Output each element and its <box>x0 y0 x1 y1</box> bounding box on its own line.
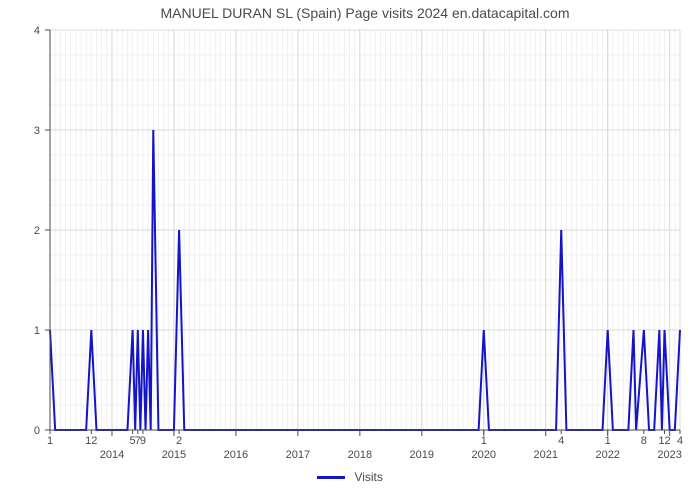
svg-text:2017: 2017 <box>286 449 310 461</box>
svg-text:1: 1 <box>34 325 40 337</box>
svg-text:1: 1 <box>605 435 611 447</box>
svg-text:2019: 2019 <box>410 449 434 461</box>
svg-text:2: 2 <box>176 435 182 447</box>
chart-container: 0123411257921418124201420152016201720182… <box>0 0 700 500</box>
svg-text:0: 0 <box>34 425 40 437</box>
svg-text:3: 3 <box>34 125 40 137</box>
svg-text:MANUEL DURAN SL (Spain) Page v: MANUEL DURAN SL (Spain) Page visits 2024… <box>160 5 569 21</box>
svg-text:4: 4 <box>677 435 683 447</box>
svg-text:4: 4 <box>558 435 564 447</box>
svg-text:2021: 2021 <box>533 449 557 461</box>
svg-text:1: 1 <box>47 435 53 447</box>
chart-legend: Visits <box>0 470 700 484</box>
svg-text:2023: 2023 <box>657 449 681 461</box>
svg-text:12: 12 <box>85 435 97 447</box>
svg-text:8: 8 <box>641 435 647 447</box>
svg-text:4: 4 <box>34 25 40 37</box>
legend-swatch <box>317 476 345 479</box>
svg-text:1: 1 <box>481 435 487 447</box>
svg-text:2016: 2016 <box>224 449 248 461</box>
svg-text:2014: 2014 <box>100 449 124 461</box>
svg-text:2015: 2015 <box>162 449 186 461</box>
visits-line-chart: 0123411257921418124201420152016201720182… <box>0 0 700 500</box>
svg-text:2022: 2022 <box>595 449 619 461</box>
svg-text:12: 12 <box>658 435 670 447</box>
svg-text:9: 9 <box>140 435 146 447</box>
svg-text:2: 2 <box>34 225 40 237</box>
svg-text:2020: 2020 <box>472 449 496 461</box>
legend-label: Visits <box>354 470 382 484</box>
svg-text:2018: 2018 <box>348 449 372 461</box>
